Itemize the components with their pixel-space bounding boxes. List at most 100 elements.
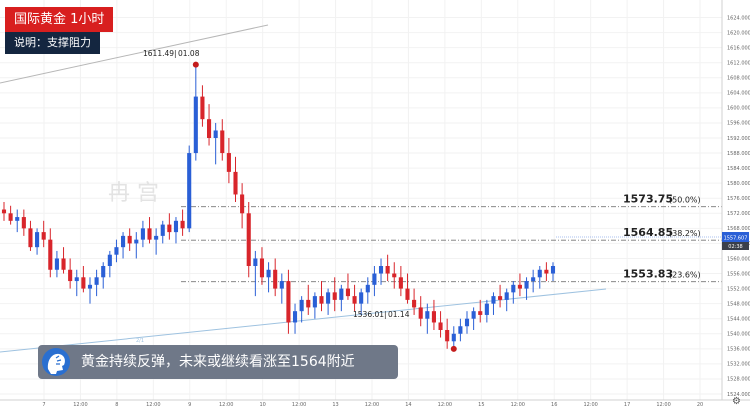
- candle-body: [491, 296, 496, 304]
- candle-body: [266, 269, 271, 278]
- candle-body: [517, 284, 522, 289]
- level-price-label: 1573.75: [623, 193, 673, 206]
- x-tick-label: 12:00: [511, 402, 525, 408]
- candle-body: [74, 277, 79, 282]
- level-percent-label: (38.2%): [669, 229, 701, 238]
- y-tick-label: 1608.000: [727, 76, 750, 82]
- current-time-tag: [722, 242, 749, 250]
- level-percent-label: (23.6%): [669, 271, 701, 280]
- x-tick-label: 13: [332, 402, 338, 408]
- candle-body: [299, 299, 304, 312]
- candle-body: [187, 153, 192, 229]
- current-time-value: 02:38: [728, 244, 742, 250]
- candle-body: [134, 239, 139, 244]
- candle-body: [140, 228, 145, 240]
- candle-body: [213, 130, 218, 138]
- candle-body: [28, 228, 33, 248]
- candle-body: [193, 96, 198, 154]
- candle-body: [544, 269, 549, 274]
- candle-body: [233, 171, 238, 195]
- candle-body: [378, 266, 384, 274]
- x-tick-label: 14: [405, 402, 411, 408]
- candle-body: [226, 153, 231, 172]
- x-tick-label: 9: [188, 402, 191, 408]
- y-tick-label: 1576.000: [727, 196, 750, 202]
- x-tick-label: 7: [42, 402, 45, 408]
- candle-body: [345, 288, 351, 297]
- candle-body: [498, 296, 503, 300]
- x-tick-label: 12:00: [438, 402, 452, 408]
- candle-body: [8, 213, 13, 221]
- candle-body: [458, 326, 463, 334]
- candle-body: [87, 284, 93, 289]
- candle-body: [306, 299, 311, 308]
- candle-body: [319, 296, 324, 304]
- candle-body: [81, 277, 86, 289]
- y-tick-label: 1544.000: [727, 317, 750, 323]
- candle-body: [464, 318, 470, 327]
- high-marker-price: 1611.49: [143, 49, 174, 58]
- candle-body: [352, 296, 357, 304]
- y-tick-label: 1592.000: [727, 136, 750, 142]
- candle-body: [114, 247, 119, 255]
- analysis-banner: 黄金持续反弹，未来或继续看涨至1564附近: [38, 345, 398, 379]
- candle-body: [511, 284, 516, 293]
- high-marker-time: 01.08: [178, 49, 200, 58]
- candle-body: [425, 311, 430, 319]
- x-axis[interactable]: 7 12:00 8 12:00 9 12:00 10 12:00 13 12:00 14 12:00 1…: [42, 402, 703, 408]
- trendline-label: 2/1: [136, 338, 144, 344]
- y-tick-label: 1612.000: [727, 61, 750, 67]
- resistance-levels: 1573.75(50.0%) 1564.85(38.2%) 1553.83(23.6…: [181, 193, 722, 283]
- candle-body: [537, 269, 542, 278]
- candle-body: [398, 277, 403, 289]
- candlesticks: [1, 64, 556, 349]
- candle-body: [147, 228, 152, 240]
- candle-body: [121, 235, 126, 248]
- candle-body: [68, 269, 73, 282]
- low-marker-time: 01.14: [388, 310, 410, 319]
- candle-body: [206, 119, 212, 138]
- candle-body: [418, 307, 423, 319]
- y-tick-label: 1584.000: [727, 166, 750, 172]
- x-tick-label: 12:00: [73, 402, 87, 408]
- candle-body: [550, 266, 556, 274]
- y-tick-label: 1568.000: [727, 226, 750, 232]
- chart-subtitle: 说明：支撑阻力: [5, 32, 100, 54]
- candle-body: [332, 292, 337, 300]
- analyst-head-icon: [42, 348, 70, 376]
- candle-body: [21, 217, 26, 229]
- x-tick-label: 12:00: [292, 402, 306, 408]
- high-marker-dot[interactable]: [192, 61, 199, 68]
- candle-body: [326, 292, 331, 304]
- candle-body: [101, 266, 106, 278]
- low-marker-separator: |: [384, 310, 387, 319]
- candle-body: [240, 194, 245, 214]
- y-tick-label: 1536.000: [727, 347, 750, 353]
- y-tick-label: 1560.000: [727, 256, 750, 262]
- low-marker-price: 1536.01: [353, 310, 384, 319]
- y-axis[interactable]: 1624.000 1620.000 1616.000 1612.000 1608.000…: [727, 15, 750, 397]
- candle-body: [1, 209, 7, 214]
- x-tick-label: 8: [115, 402, 118, 408]
- chart-title: 国际黄金 1小时: [5, 7, 114, 32]
- candle-body: [445, 330, 450, 342]
- level-price-label: 1564.85: [623, 226, 673, 239]
- candle-body: [438, 322, 443, 330]
- candle-body: [54, 258, 59, 270]
- candle-body: [273, 269, 278, 289]
- level-price-label: 1553.83: [623, 268, 673, 281]
- x-tick-label: 15: [478, 402, 484, 408]
- x-tick-label: 12:00: [583, 402, 597, 408]
- settings-gear-icon[interactable]: ⚙: [732, 396, 741, 407]
- candle-body: [392, 273, 397, 278]
- x-tick-label: 10: [259, 402, 265, 408]
- high-marker-separator: |: [174, 49, 177, 58]
- candle-body: [484, 303, 489, 315]
- y-tick-label: 1588.000: [727, 151, 750, 157]
- y-tick-label: 1580.000: [727, 181, 750, 187]
- y-tick-label: 1620.000: [727, 30, 750, 36]
- y-tick-label: 1572.000: [727, 211, 750, 217]
- watermark-text: 冉 宫: [108, 181, 159, 206]
- low-marker-dot[interactable]: [450, 345, 457, 352]
